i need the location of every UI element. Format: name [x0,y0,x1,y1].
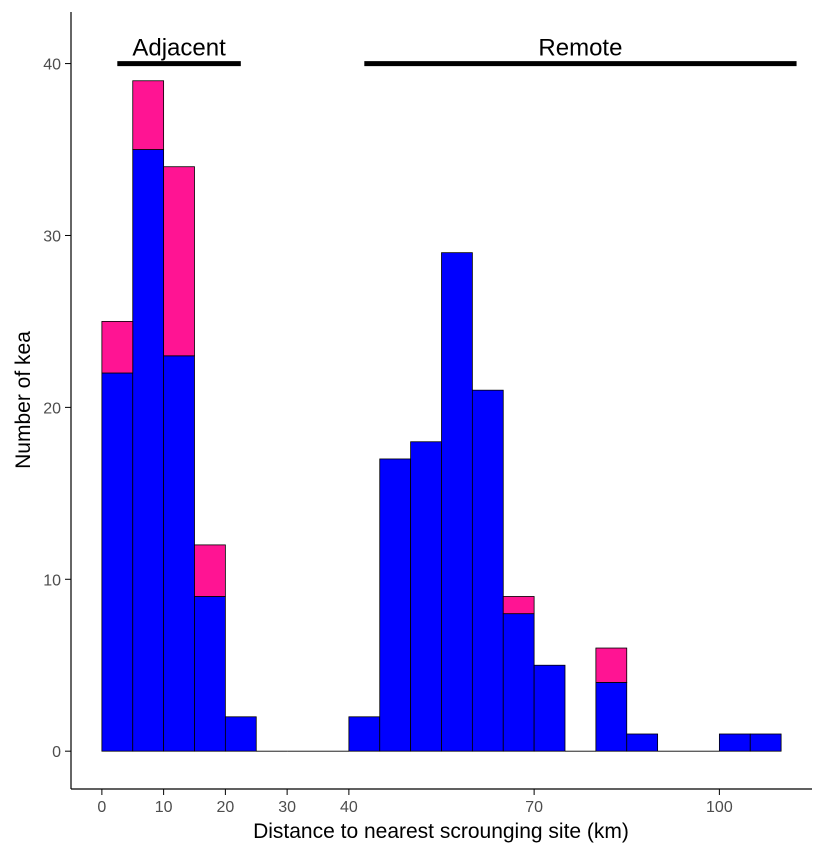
bar-base [194,596,226,752]
x-ticks: 0 10 20 30 40 70 100 [97,789,733,816]
bar-base [101,372,134,752]
bar-extra [595,647,628,683]
bar-extra [194,544,226,597]
bar-base [224,716,257,752]
x-tick-label: 30 [278,799,296,816]
x-tick-label: 100 [706,799,733,816]
group-annotations: Adjacent Remote [117,35,797,67]
bar-extra [132,80,165,150]
bar-base [471,389,504,752]
bar-base [718,733,751,752]
bar-extra [163,166,195,357]
bar-base [132,149,165,752]
bar-base [379,458,412,752]
bar-base [595,682,628,752]
y-tick-label: 30 [43,228,61,245]
bar-base [533,664,566,752]
bar-base [163,355,195,752]
bar-extra [101,321,134,374]
x-tick-label: 40 [340,799,358,816]
bar-base [502,613,535,752]
x-axis-title: Distance to nearest scrounging site (km) [253,820,629,843]
bar-base [441,252,473,752]
y-tick-label: 10 [43,572,61,589]
bar-base [410,441,442,752]
y-tick-label: 40 [43,57,61,74]
bar-base [626,733,659,752]
y-tick-label: 20 [43,400,61,417]
bar-extra [502,596,535,615]
y-axis-title: Number of kea [12,331,35,469]
group-label: Adjacent [132,35,226,62]
bar-base [749,733,782,752]
x-tick-label: 20 [216,799,234,816]
bar-base [348,716,381,752]
x-tick-label: 0 [97,799,106,816]
x-tick-label: 70 [525,799,543,816]
bars-layer [101,80,782,752]
y-tick-label: 0 [52,744,61,761]
x-tick-label: 10 [155,799,173,816]
y-ticks: 0 10 20 30 40 [43,57,71,761]
group-label: Remote [538,35,622,62]
